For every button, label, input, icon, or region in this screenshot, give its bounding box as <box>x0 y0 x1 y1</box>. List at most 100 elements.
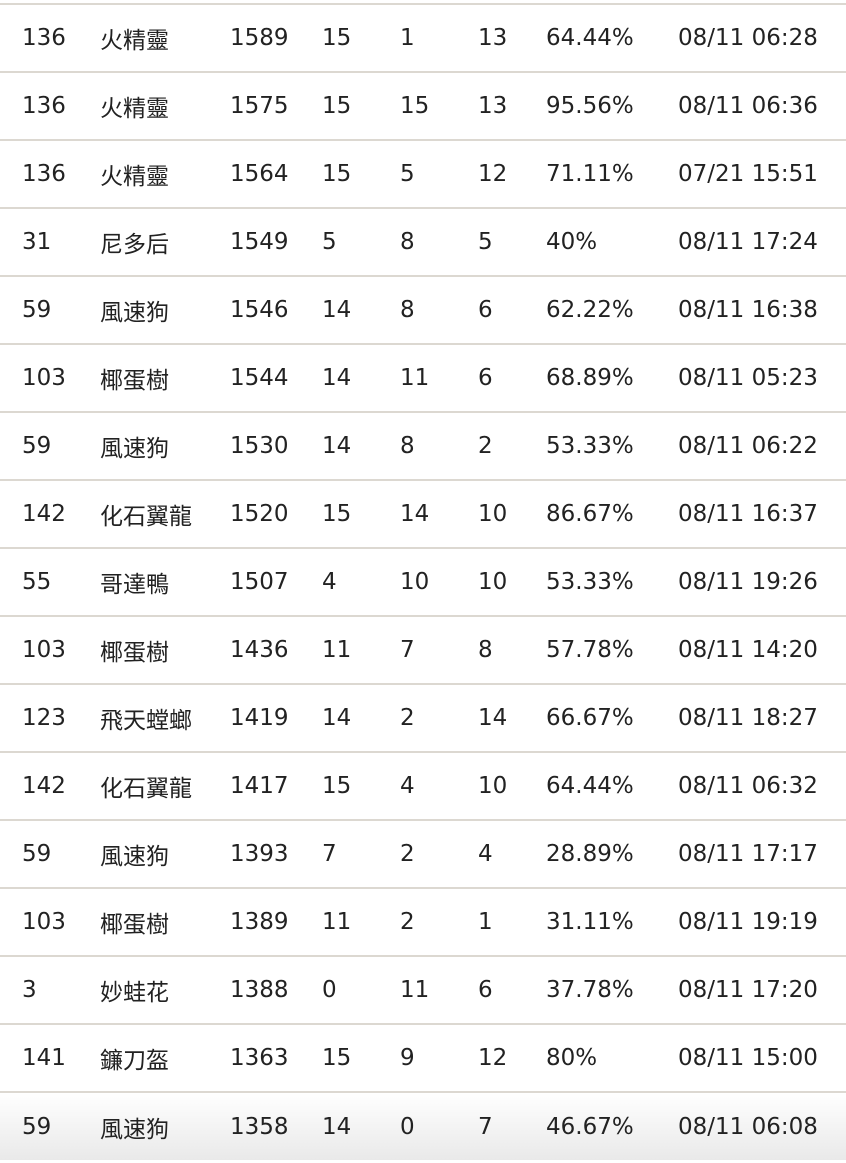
defense-iv-cell: 2 <box>400 819 478 888</box>
table-row[interactable]: 59 風速狗 1358 14 0 7 46.67% 08/11 06:08 <box>0 1091 846 1160</box>
stamina-iv-cell: 6 <box>478 955 546 1024</box>
iv-percent-cell: 64.44% <box>546 751 678 820</box>
timestamp-cell: 07/21 15:51 <box>678 139 846 208</box>
stamina-iv-cell: 14 <box>478 683 546 752</box>
timestamp-cell: 08/11 05:23 <box>678 343 846 412</box>
table-row[interactable]: 123 飛天螳螂 1419 14 2 14 66.67% 08/11 18:27 <box>0 683 846 752</box>
cp-cell: 1419 <box>230 683 322 752</box>
table-row[interactable]: 103 椰蛋樹 1436 11 7 8 57.78% 08/11 14:20 <box>0 615 846 684</box>
table-row[interactable]: 3 妙蛙花 1388 0 11 6 37.78% 08/11 17:20 <box>0 955 846 1024</box>
pokemon-name-cell: 風速狗 <box>100 1091 230 1160</box>
defense-iv-cell: 15 <box>400 71 478 140</box>
table-row[interactable]: 55 哥達鴨 1507 4 10 10 53.33% 08/11 19:26 <box>0 547 846 616</box>
pokedex-number-cell: 55 <box>0 547 100 616</box>
pokedex-number-cell: 103 <box>0 887 100 956</box>
stamina-iv-cell: 6 <box>478 343 546 412</box>
iv-percent-cell: 86.67% <box>546 479 678 548</box>
pokedex-number-cell: 59 <box>0 1091 100 1160</box>
stamina-iv-cell: 12 <box>478 139 546 208</box>
timestamp-cell: 08/11 19:19 <box>678 887 846 956</box>
table-row[interactable]: 142 化石翼龍 1520 15 14 10 86.67% 08/11 16:37 <box>0 479 846 548</box>
cp-cell: 1393 <box>230 819 322 888</box>
iv-percent-cell: 53.33% <box>546 411 678 480</box>
cp-cell: 1436 <box>230 615 322 684</box>
pokedex-number-cell: 142 <box>0 479 100 548</box>
table-row[interactable]: 136 火精靈 1589 15 1 13 64.44% 08/11 06:28 <box>0 3 846 72</box>
timestamp-cell: 08/11 17:24 <box>678 207 846 276</box>
attack-iv-cell: 15 <box>322 751 400 820</box>
timestamp-cell: 08/11 06:08 <box>678 1091 846 1160</box>
table-row[interactable]: 136 火精靈 1564 15 5 12 71.11% 07/21 15:51 <box>0 139 846 208</box>
pokedex-number-cell: 59 <box>0 819 100 888</box>
pokedex-number-cell: 59 <box>0 275 100 344</box>
iv-percent-cell: 46.67% <box>546 1091 678 1160</box>
attack-iv-cell: 14 <box>322 1091 400 1160</box>
iv-percent-cell: 57.78% <box>546 615 678 684</box>
timestamp-cell: 08/11 19:26 <box>678 547 846 616</box>
pokedex-number-cell: 141 <box>0 1023 100 1092</box>
pokemon-name-cell: 椰蛋樹 <box>100 615 230 684</box>
iv-percent-cell: 40% <box>546 207 678 276</box>
attack-iv-cell: 15 <box>322 3 400 72</box>
pokemon-name-cell: 化石翼龍 <box>100 751 230 820</box>
pokemon-name-cell: 火精靈 <box>100 139 230 208</box>
stamina-iv-cell: 7 <box>478 1091 546 1160</box>
cp-cell: 1363 <box>230 1023 322 1092</box>
timestamp-cell: 08/11 06:36 <box>678 71 846 140</box>
pokemon-name-cell: 鐮刀盔 <box>100 1023 230 1092</box>
iv-percent-cell: 62.22% <box>546 275 678 344</box>
attack-iv-cell: 14 <box>322 275 400 344</box>
table-row[interactable]: 59 風速狗 1530 14 8 2 53.33% 08/11 06:22 <box>0 411 846 480</box>
defense-iv-cell: 14 <box>400 479 478 548</box>
iv-percent-cell: 37.78% <box>546 955 678 1024</box>
cp-cell: 1549 <box>230 207 322 276</box>
timestamp-cell: 08/11 06:32 <box>678 751 846 820</box>
pokedex-number-cell: 136 <box>0 139 100 208</box>
attack-iv-cell: 14 <box>322 411 400 480</box>
stamina-iv-cell: 10 <box>478 479 546 548</box>
stamina-iv-cell: 13 <box>478 71 546 140</box>
table-row[interactable]: 141 鐮刀盔 1363 15 9 12 80% 08/11 15:00 <box>0 1023 846 1092</box>
table-row[interactable]: 136 火精靈 1575 15 15 13 95.56% 08/11 06:36 <box>0 71 846 140</box>
stamina-iv-cell: 10 <box>478 751 546 820</box>
pokemon-table: 136 火精靈 1589 15 1 13 64.44% 08/11 06:28 136 火精靈 15… <box>0 3 846 1160</box>
pokedex-number-cell: 103 <box>0 343 100 412</box>
cp-cell: 1417 <box>230 751 322 820</box>
table-row[interactable]: 142 化石翼龍 1417 15 4 10 64.44% 08/11 06:32 <box>0 751 846 820</box>
stamina-iv-cell: 10 <box>478 547 546 616</box>
pokedex-number-cell: 3 <box>0 955 100 1024</box>
defense-iv-cell: 11 <box>400 955 478 1024</box>
attack-iv-cell: 15 <box>322 71 400 140</box>
attack-iv-cell: 15 <box>322 479 400 548</box>
pokedex-number-cell: 136 <box>0 3 100 72</box>
table-row[interactable]: 103 椰蛋樹 1544 14 11 6 68.89% 08/11 05:23 <box>0 343 846 412</box>
attack-iv-cell: 14 <box>322 343 400 412</box>
table-row[interactable]: 103 椰蛋樹 1389 11 2 1 31.11% 08/11 19:19 <box>0 887 846 956</box>
pokemon-name-cell: 飛天螳螂 <box>100 683 230 752</box>
stamina-iv-cell: 5 <box>478 207 546 276</box>
stamina-iv-cell: 6 <box>478 275 546 344</box>
table-row[interactable]: 59 風速狗 1393 7 2 4 28.89% 08/11 17:17 <box>0 819 846 888</box>
timestamp-cell: 08/11 14:20 <box>678 615 846 684</box>
defense-iv-cell: 4 <box>400 751 478 820</box>
defense-iv-cell: 11 <box>400 343 478 412</box>
table-row[interactable]: 59 風速狗 1546 14 8 6 62.22% 08/11 16:38 <box>0 275 846 344</box>
cp-cell: 1530 <box>230 411 322 480</box>
cp-cell: 1389 <box>230 887 322 956</box>
pokemon-name-cell: 妙蛙花 <box>100 955 230 1024</box>
defense-iv-cell: 8 <box>400 207 478 276</box>
table-row[interactable]: 31 尼多后 1549 5 8 5 40% 08/11 17:24 <box>0 207 846 276</box>
timestamp-cell: 08/11 06:22 <box>678 411 846 480</box>
defense-iv-cell: 1 <box>400 3 478 72</box>
iv-percent-cell: 31.11% <box>546 887 678 956</box>
pokedex-number-cell: 31 <box>0 207 100 276</box>
cp-cell: 1507 <box>230 547 322 616</box>
attack-iv-cell: 15 <box>322 139 400 208</box>
iv-percent-cell: 64.44% <box>546 3 678 72</box>
pokedex-number-cell: 103 <box>0 615 100 684</box>
stamina-iv-cell: 2 <box>478 411 546 480</box>
cp-cell: 1388 <box>230 955 322 1024</box>
iv-percent-cell: 66.67% <box>546 683 678 752</box>
iv-percent-cell: 95.56% <box>546 71 678 140</box>
pokedex-number-cell: 123 <box>0 683 100 752</box>
